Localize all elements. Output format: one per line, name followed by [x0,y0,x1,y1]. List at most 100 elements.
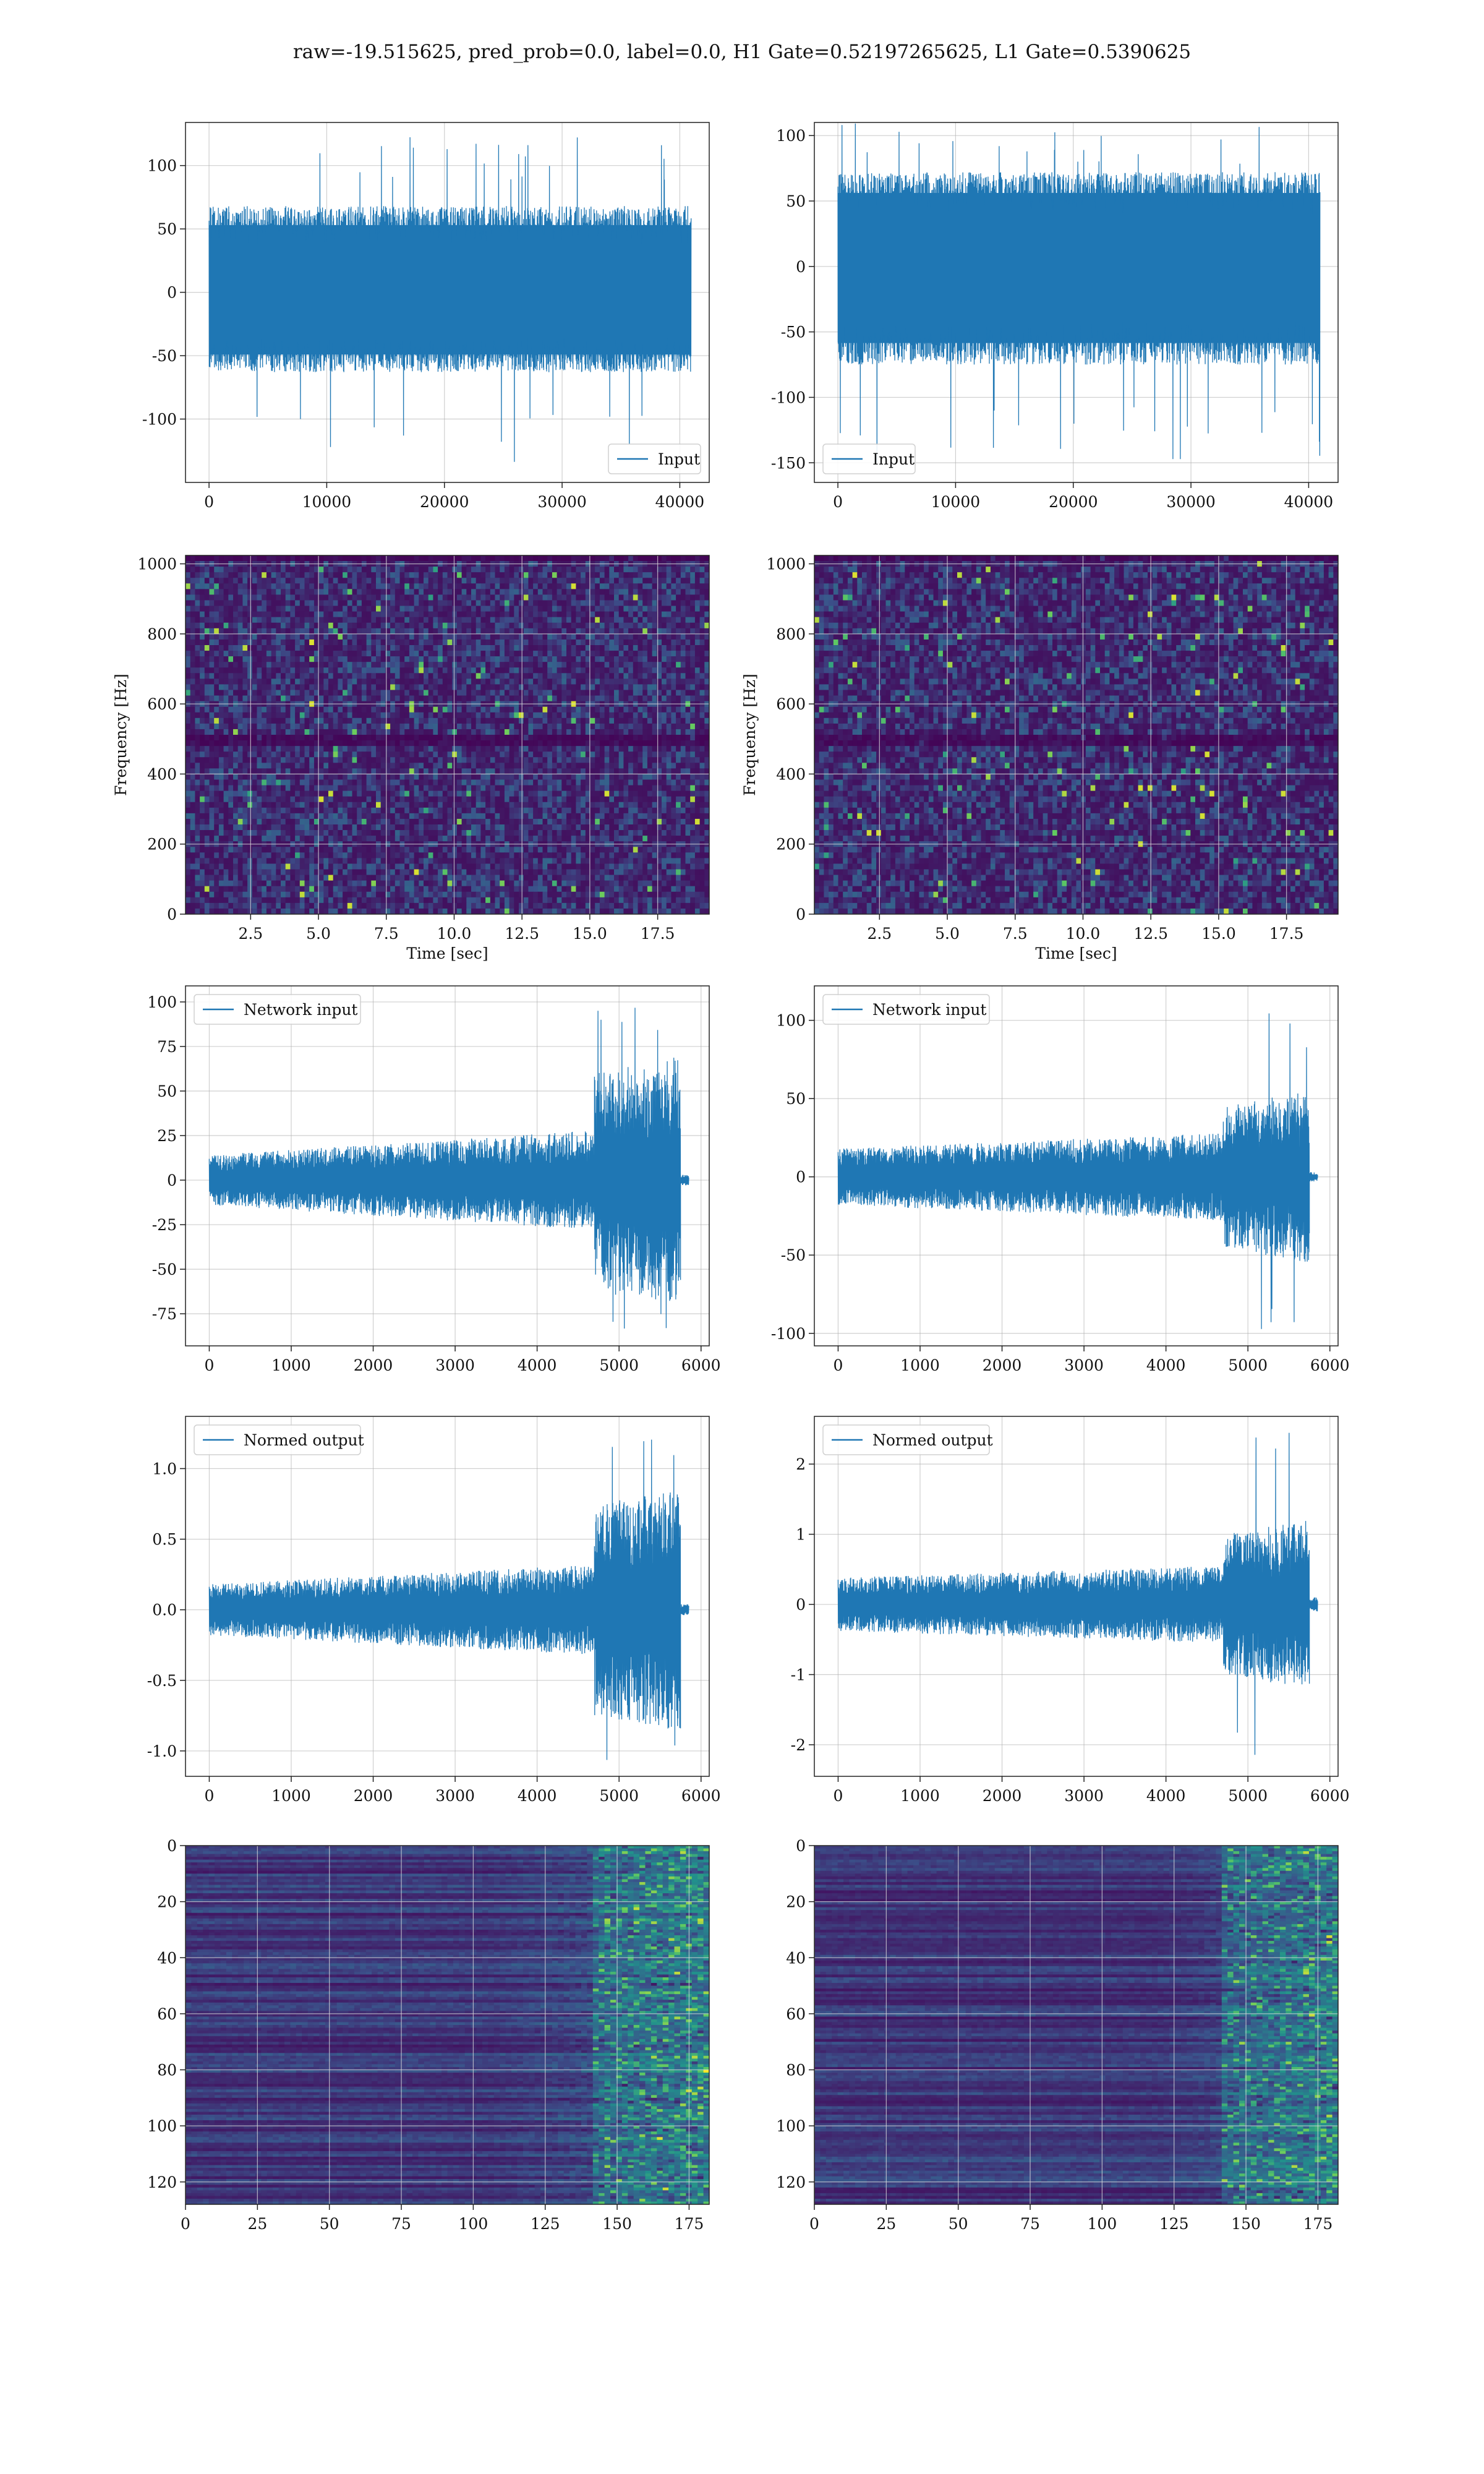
heatmap-cell [461,735,467,741]
heatmap-cell [266,583,272,589]
heatmap-cell [571,572,576,578]
heatmap-cell [618,617,624,623]
heatmap-cell [247,723,253,730]
heatmap-cell [576,678,581,685]
heatmap-cell [447,757,453,763]
heatmap-cell [376,802,382,808]
heatmap-cell [428,768,433,775]
heatmap-cell [304,729,310,735]
heatmap-cell [186,757,191,763]
heatmap-cell [699,606,705,612]
heatmap-cell [252,790,258,797]
heatmap-cell [285,757,291,763]
heatmap-cell [333,611,338,618]
heatmap-cell [328,779,334,786]
heatmap-cell [424,717,429,724]
heatmap-cell [676,774,681,781]
heatmap-cell [214,611,220,618]
heatmap-cell [581,751,586,758]
heatmap-cell [328,717,334,724]
heatmap-cell [618,656,624,662]
heatmap-cell [223,763,229,769]
heatmap-cell [262,567,267,573]
heatmap-cell [318,606,324,612]
heatmap-cell [514,617,519,623]
heatmap-cell [581,622,586,629]
heatmap-cell [704,706,709,713]
heatmap-cell [204,763,210,769]
heatmap-cell [628,639,634,646]
heatmap-cell [214,600,220,607]
heatmap-cell [376,740,382,747]
heatmap-cell [456,695,463,702]
heatmap-cell [685,695,691,702]
heatmap-cell [257,684,262,691]
heatmap-cell [704,740,709,747]
heatmap-cell [676,633,681,640]
heatmap-cell [262,555,267,562]
heatmap-cell [485,656,491,662]
heatmap-cell [685,600,691,607]
heatmap-cell [424,729,429,735]
heatmap-cell [442,600,448,607]
heatmap-cell [662,600,667,607]
heatmap-cell [452,673,458,679]
heatmap-cell [685,785,691,792]
heatmap-cell [638,567,643,573]
heatmap-cell [671,622,676,629]
heatmap-cell [542,617,548,623]
heatmap-cell [223,796,229,803]
heatmap-cell [438,594,443,601]
heatmap-cell [652,684,657,691]
heatmap-cell [313,628,320,635]
heatmap-cell [271,735,276,741]
heatmap-cell [614,594,620,601]
heatmap-cell [186,611,191,618]
heatmap-cell [447,729,453,735]
heatmap-cell [271,690,276,696]
heatmap-cell [442,622,448,629]
heatmap-cell [352,763,357,769]
heatmap-cell [614,656,620,662]
heatmap-cell [556,695,562,702]
heatmap-cell [642,667,648,674]
heatmap-cell [523,606,529,612]
heatmap-cell [242,578,248,584]
heatmap-cell [424,656,429,662]
heatmap-cell [371,717,377,724]
heatmap-cell [428,802,433,808]
heatmap-cell [371,712,377,719]
heatmap-cell [276,645,281,651]
heatmap-cell [699,589,705,596]
heatmap-cell [404,723,410,730]
heatmap-cell [556,567,562,573]
heatmap-cell [257,757,262,763]
heatmap-cell [547,785,553,792]
heatmap-cell [361,790,367,797]
heatmap-cell [528,578,534,584]
heatmap-cell [204,667,210,674]
heatmap-cell [438,651,443,657]
heatmap-cell [628,706,634,713]
heatmap-cell [333,567,338,573]
heatmap-cell [480,639,486,646]
heatmap-cell [690,723,696,730]
heatmap-cell [609,723,615,730]
heatmap-cell [666,567,672,573]
heatmap-cell [576,796,581,803]
heatmap-cell [228,662,234,668]
heatmap-cell [399,667,405,674]
heatmap-cell [200,729,205,735]
heatmap-cell [542,746,548,752]
heatmap-cell [542,723,548,730]
heatmap-cell [195,589,200,596]
heatmap-cell [371,678,377,685]
heatmap-cell [333,555,338,562]
heatmap-cell [357,645,362,651]
heatmap-cell [475,779,481,786]
heatmap-cell [318,768,324,775]
heatmap-cell [514,684,519,691]
heatmap-cell [338,567,343,573]
heatmap-cell [204,639,210,646]
heatmap-cell [442,774,448,781]
